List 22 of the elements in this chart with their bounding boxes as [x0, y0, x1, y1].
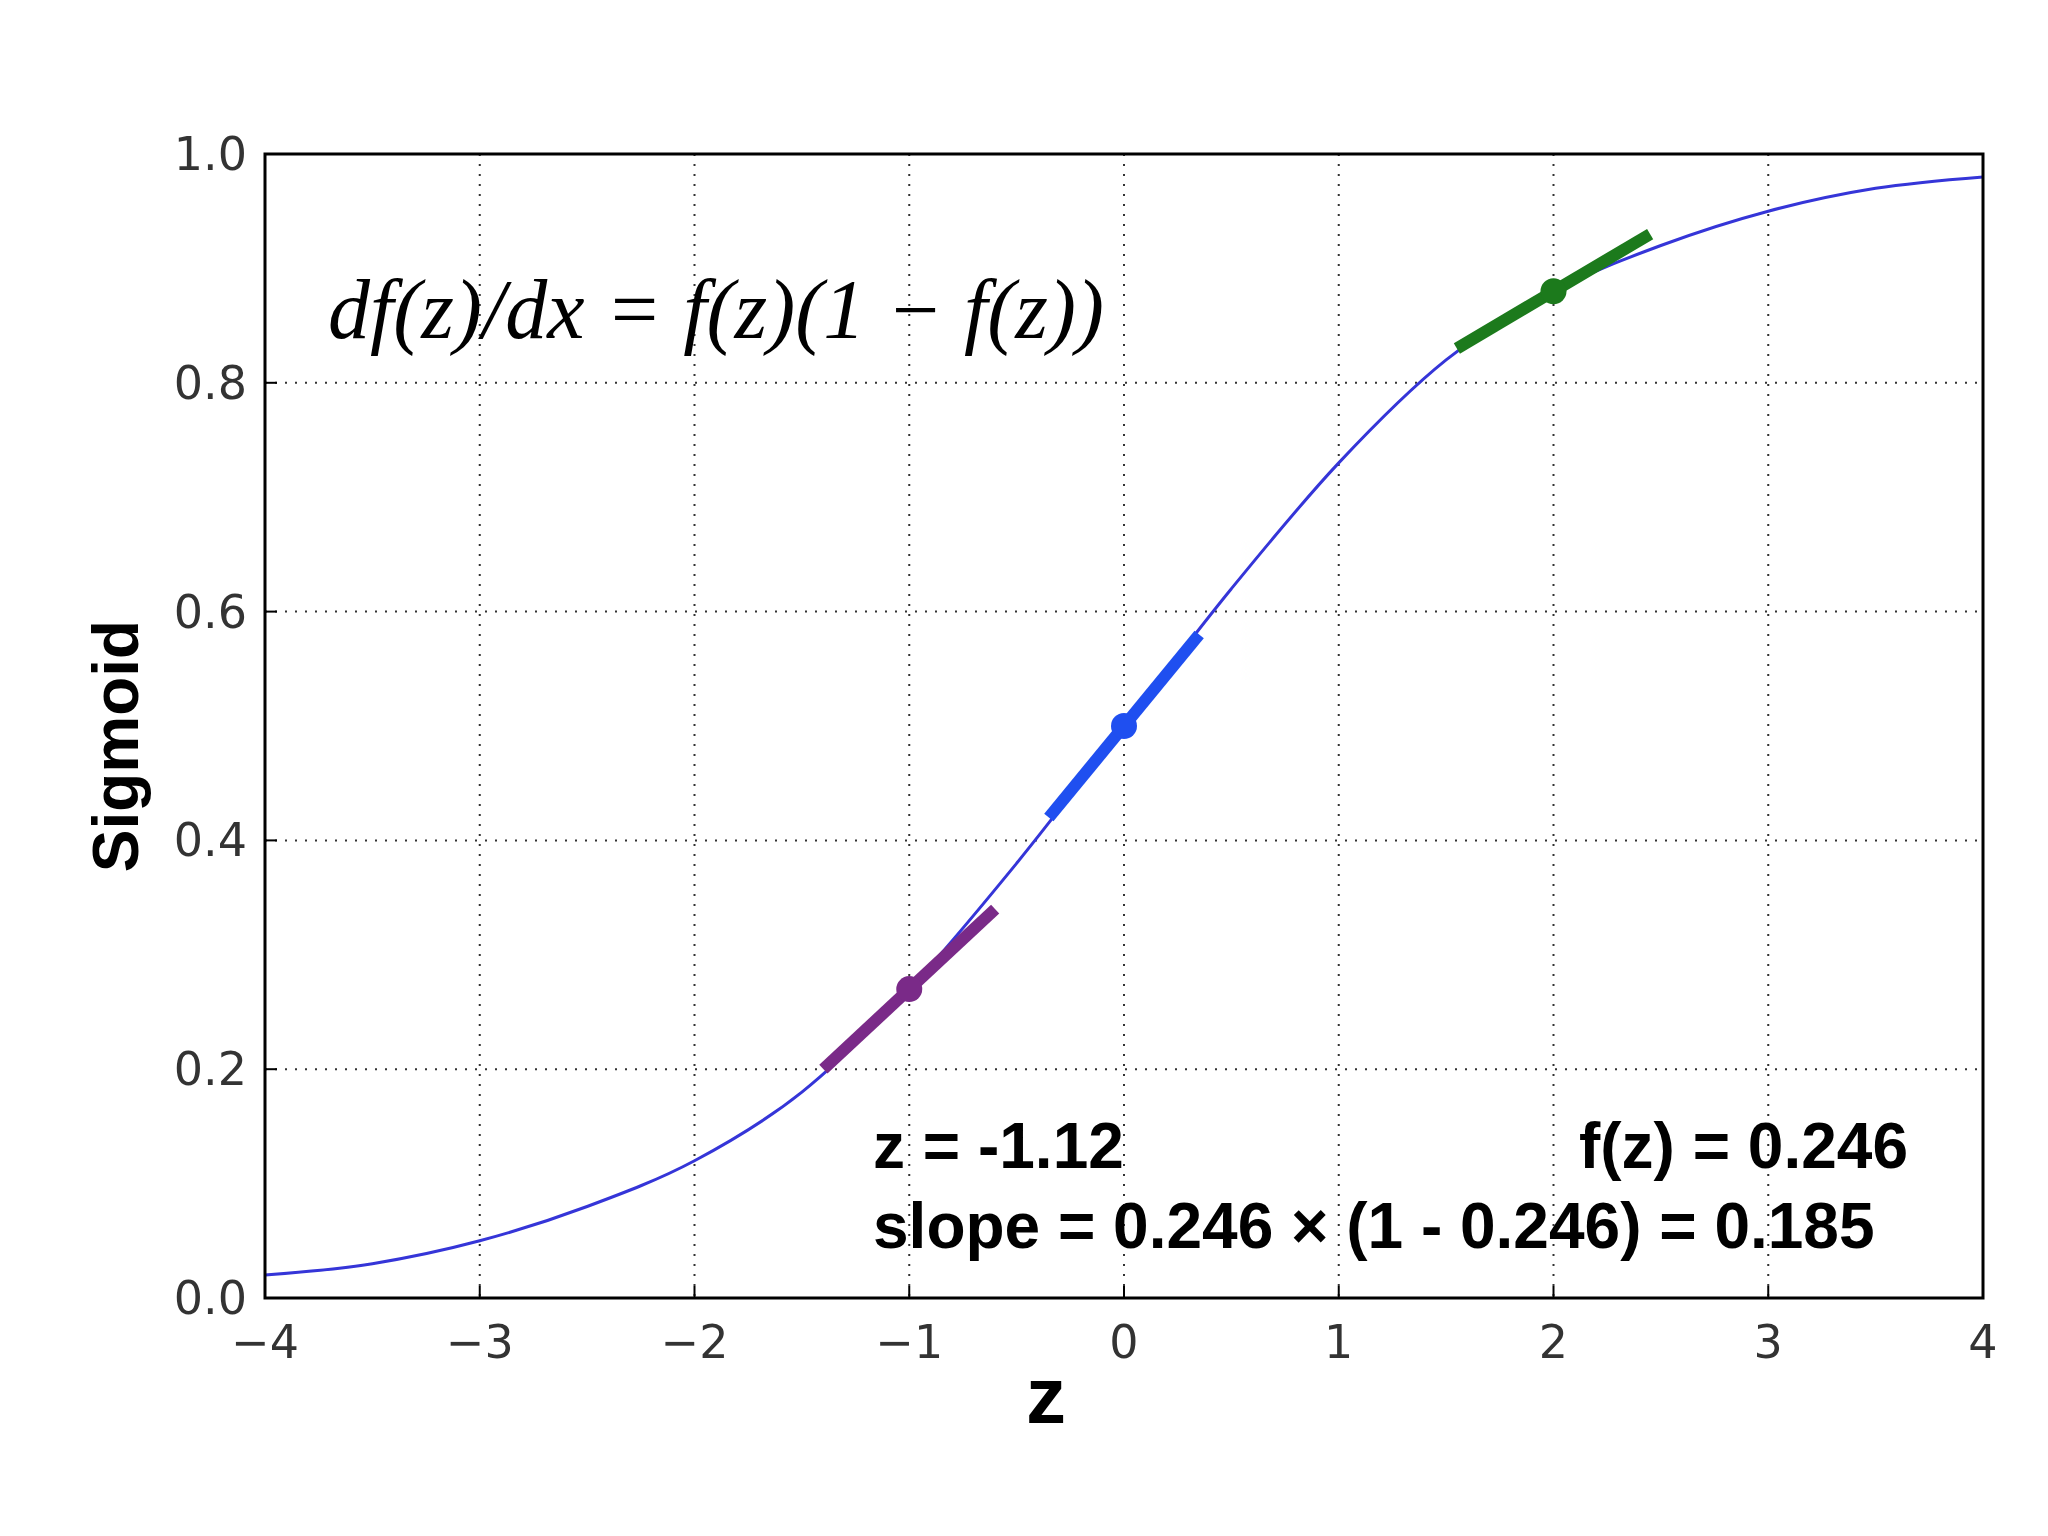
point [1111, 713, 1137, 739]
x-tick-label: −2 [660, 1315, 729, 1369]
x-tick-label: 1 [1324, 1315, 1354, 1369]
x-tick-label: 3 [1753, 1315, 1783, 1369]
y-tick-label: 0.2 [173, 1042, 247, 1097]
x-tick-label: 2 [1538, 1315, 1569, 1369]
point [1540, 278, 1567, 305]
annotation: f(z) = 0.246 [1578, 1110, 1908, 1182]
x-tick-label: −1 [875, 1315, 944, 1369]
y-tick-label: 0.6 [173, 584, 247, 639]
y-tick-label: 0.8 [173, 355, 247, 410]
x-axis-title: z [1026, 1351, 1066, 1440]
annotation: df(z)/dx = f(z)(1 − f(z)) [328, 263, 1104, 357]
point [896, 976, 923, 1003]
x-tick-label: 4 [1968, 1315, 1998, 1369]
annotation: slope = 0.246 × (1 - 0.246) = 0.185 [873, 1190, 1875, 1262]
y-axis-title: Sigmoid [80, 619, 152, 873]
y-tick-label: 0.4 [173, 813, 247, 868]
annotation: z = -1.12 [873, 1110, 1124, 1182]
x-tick-label: 0 [1109, 1315, 1139, 1369]
x-tick-label: −3 [445, 1315, 514, 1369]
y-tick-label: 1.0 [173, 127, 247, 181]
